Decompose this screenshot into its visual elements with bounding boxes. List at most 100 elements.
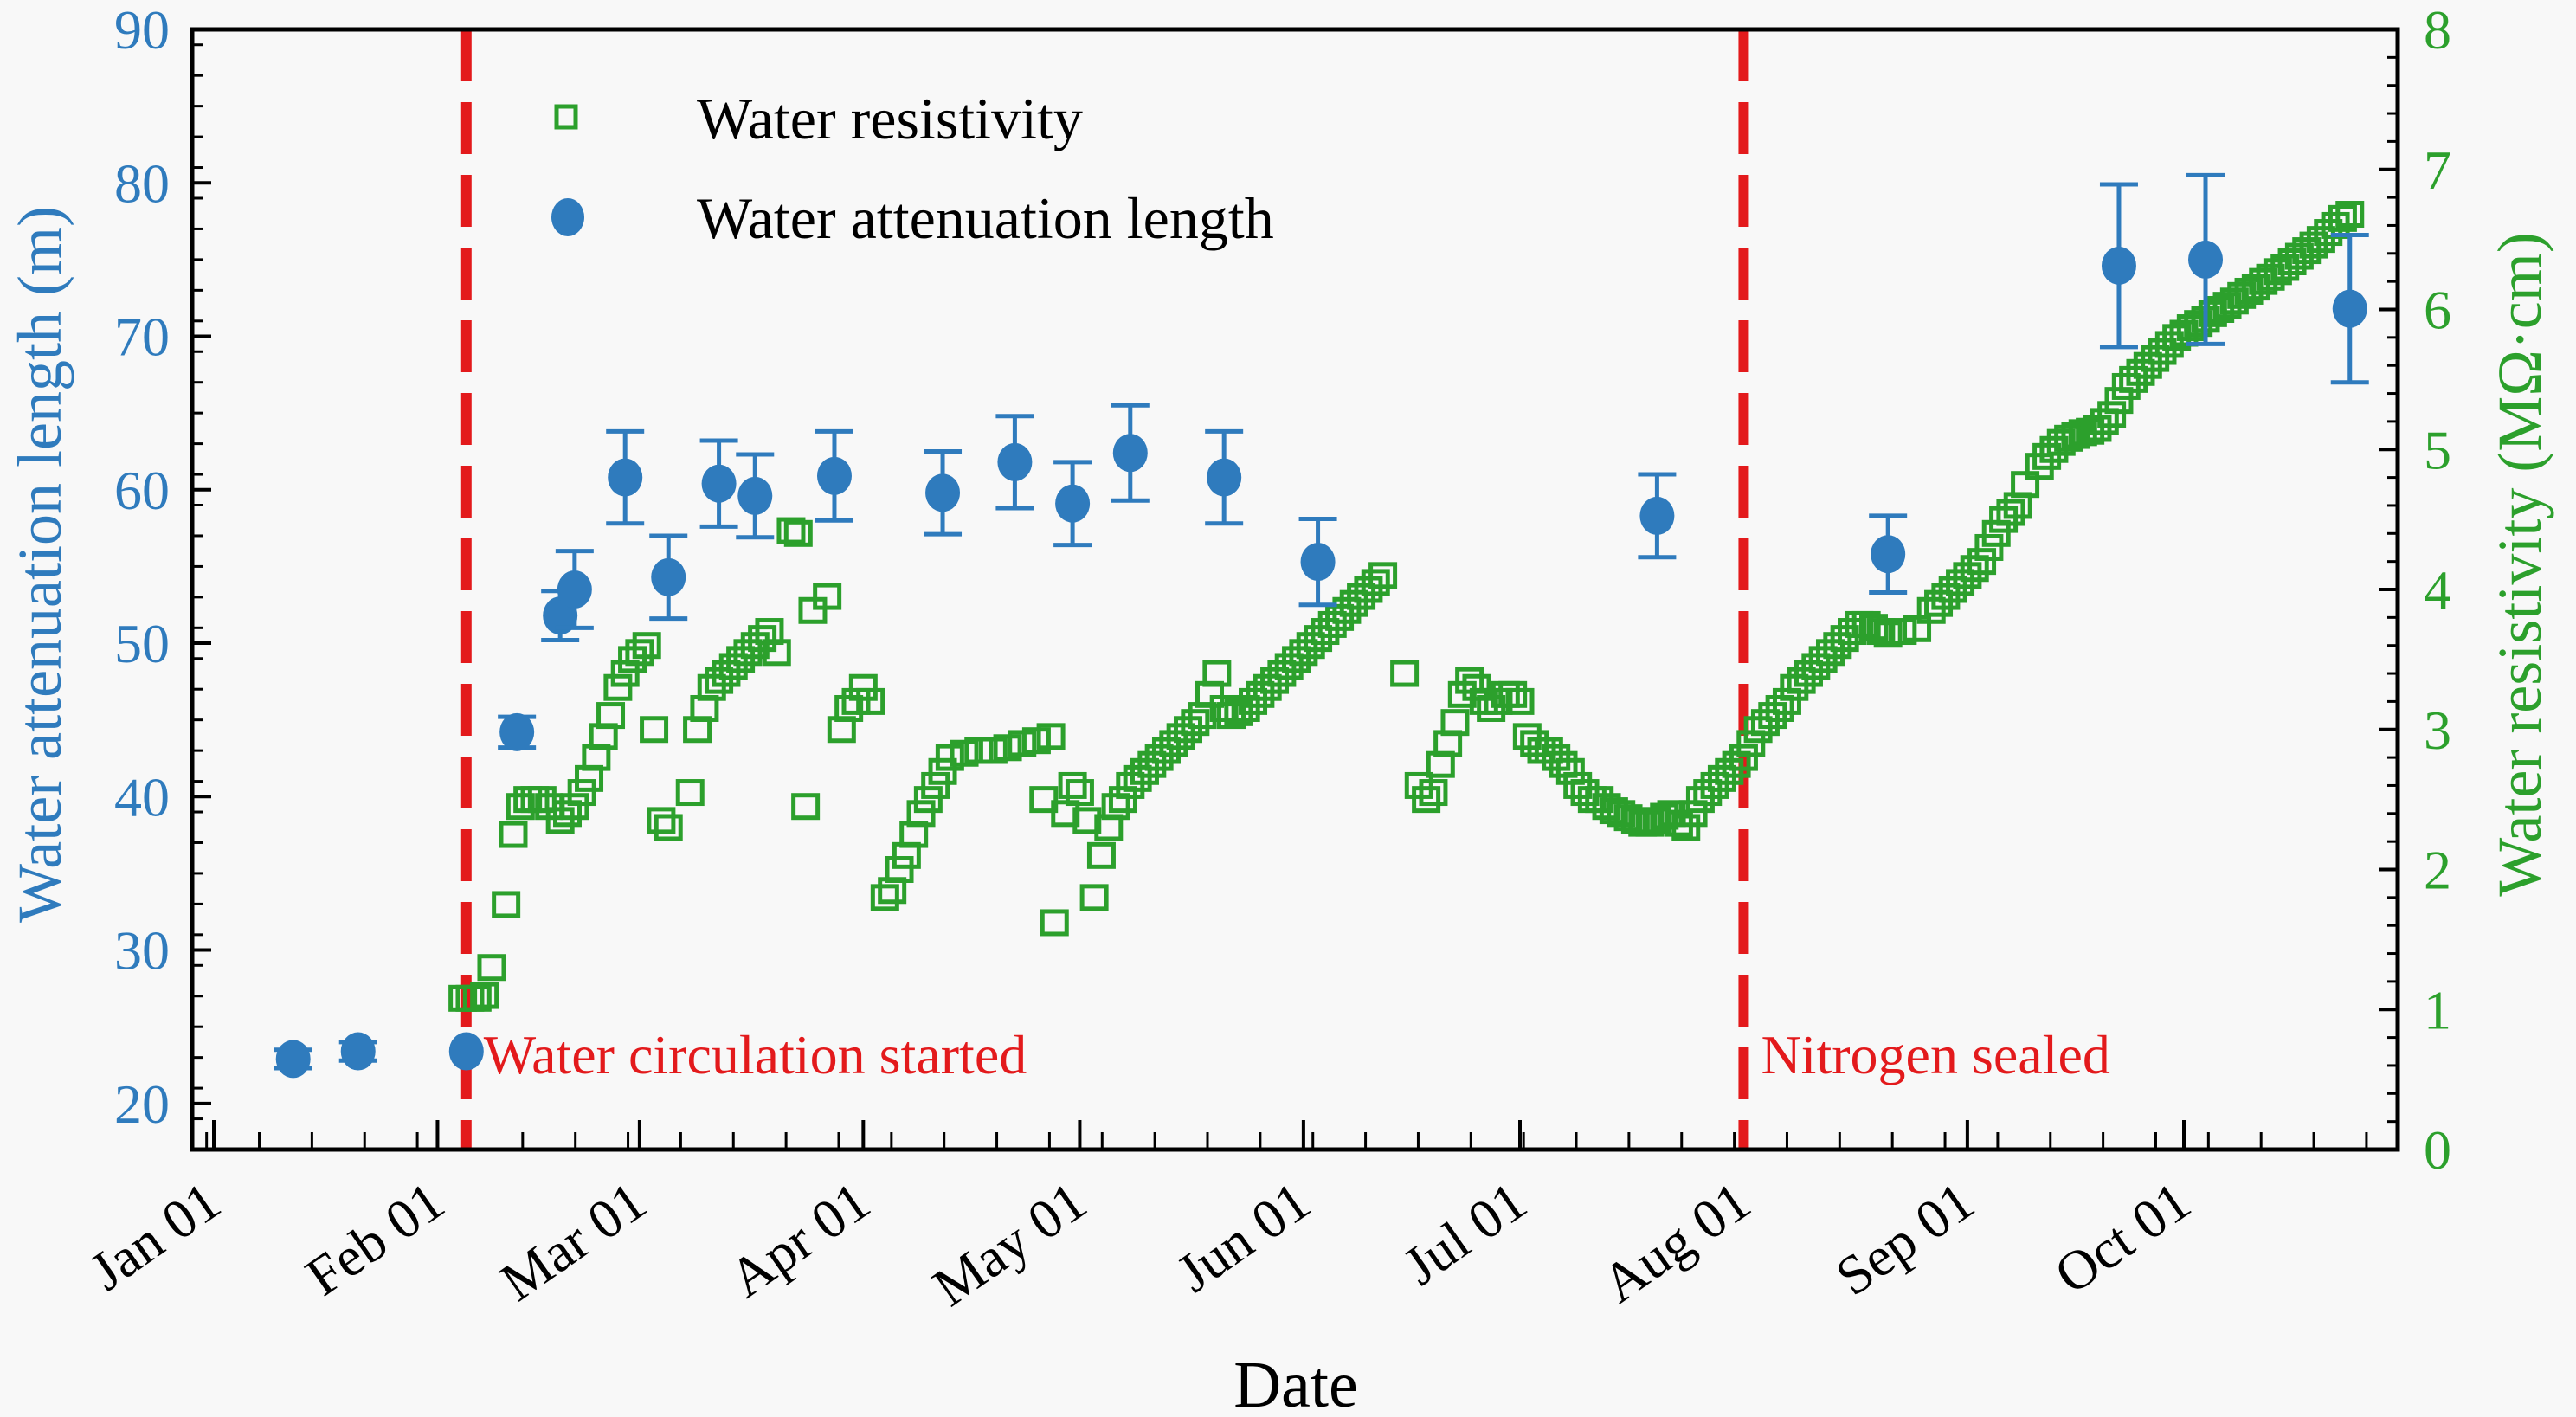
resistivity-point [1888,618,1917,646]
resistivity-point [1137,750,1167,778]
resistivity-point [1072,807,1102,834]
attenuation-marker [499,712,535,751]
attenuation-marker [448,1032,484,1071]
legend-label-attenuation: Water attenuation length [697,185,1274,251]
resistivity-point [1311,618,1340,646]
resistivity-point [1772,687,1801,715]
attenuation-point [924,448,963,537]
resistivity-point [928,757,957,785]
resistivity-point [2104,387,2134,415]
attenuation-marker [925,473,961,512]
resistivity-point [1549,750,1578,778]
resistivity-point [1296,632,1325,660]
resistivity-point [1823,632,1852,660]
resistivity-point [1794,660,1823,687]
resistivity-point [1736,730,1766,757]
resistivity-point [748,625,777,653]
attenuation-marker [2188,240,2224,279]
resistivity-point [1246,680,1275,708]
resistivity-point [477,954,506,982]
resistivity-point [1967,548,1997,576]
resistivity-point [2176,314,2206,342]
resistivity-point [462,984,492,1012]
resistivity-point [1289,639,1318,667]
resistivity-point [1671,814,1701,841]
resistivity-point [1981,519,2011,547]
attenuation-series [274,172,2369,1079]
y-right-tick-label: 2 [2424,840,2451,901]
resistivity-point [1267,660,1297,687]
resistivity-point [791,793,821,821]
attenuation-point [2099,182,2138,350]
attenuation-marker [557,570,592,609]
resistivity-point [2083,415,2112,442]
resistivity-point [1101,793,1130,821]
y-left-tick-label: 50 [114,613,170,674]
resistivity-point [1542,744,1571,771]
resistivity-point [2097,401,2127,428]
resistivity-point [885,856,914,883]
resistivity-point [848,673,878,701]
resistivity-point [1693,779,1723,807]
resistivity-point [1678,800,1708,828]
x-axis-label: Date [1233,1349,1357,1417]
resistivity-point [813,583,842,610]
y-right-tick-label: 7 [2424,139,2451,201]
resistivity-point [632,632,661,660]
attenuation-point [2186,172,2225,346]
attenuation-marker [1871,535,1906,574]
resistivity-point [1512,723,1542,750]
resistivity-point [1715,757,1744,785]
resistivity-point [1173,716,1202,744]
resistivity-point [640,716,669,744]
resistivity-point [603,673,633,701]
resistivity-point [870,884,899,911]
resistivity-point [1455,667,1484,694]
resistivity-point [2314,219,2343,247]
resistivity-point [2090,408,2119,435]
resistivity-point [1354,576,1383,603]
resistivity-point [2306,226,2335,254]
resistivity-point [1873,621,1903,648]
resistivity-point [705,667,734,694]
resistivity-point [470,982,499,1009]
resistivity-point [1151,737,1181,764]
attenuation-point [1638,472,1677,560]
resistivity-point [1685,786,1715,814]
resistivity-point [1700,771,1729,799]
resistivity-point [2111,372,2141,400]
resistivity-point [2054,424,2083,452]
resistivity-point [1750,709,1780,737]
resistivity-point [596,702,626,730]
resistivity-point [1447,680,1477,708]
resistivity-point [1217,702,1246,730]
attenuation-point [555,549,594,630]
resistivity-point [1412,786,1441,814]
resistivity-point [1051,800,1080,828]
resistivity-point [1361,569,1390,596]
y-left-tick-label: 90 [114,0,170,61]
annotation-label: Water circulation started [484,1024,1027,1085]
resistivity-point [856,687,886,715]
resistivity-point [2141,345,2170,372]
resistivity-point [625,639,654,667]
resistivity-point [1903,615,1932,642]
attenuation-point [498,712,537,751]
resistivity-point [1390,660,1420,687]
attenuation-marker [1300,543,1336,582]
resistivity-point [964,737,994,764]
attenuation-point [338,1032,377,1071]
y-left-tick-label: 20 [114,1073,170,1135]
resistivity-point [1202,660,1232,687]
y-right-tick-label: 6 [2424,280,2451,341]
resistivity-point [654,814,683,841]
resistivity-point [1938,576,1967,603]
resistivity-point [610,660,640,687]
resistivity-point [718,653,748,680]
resistivity-point [647,807,676,834]
resistivity-point [1808,646,1838,673]
resistivity-point [1368,562,1398,589]
y-right-tick-label: 0 [2424,1119,2451,1181]
y-left-tick-label: 80 [114,152,170,214]
resistivity-point [2011,471,2040,499]
